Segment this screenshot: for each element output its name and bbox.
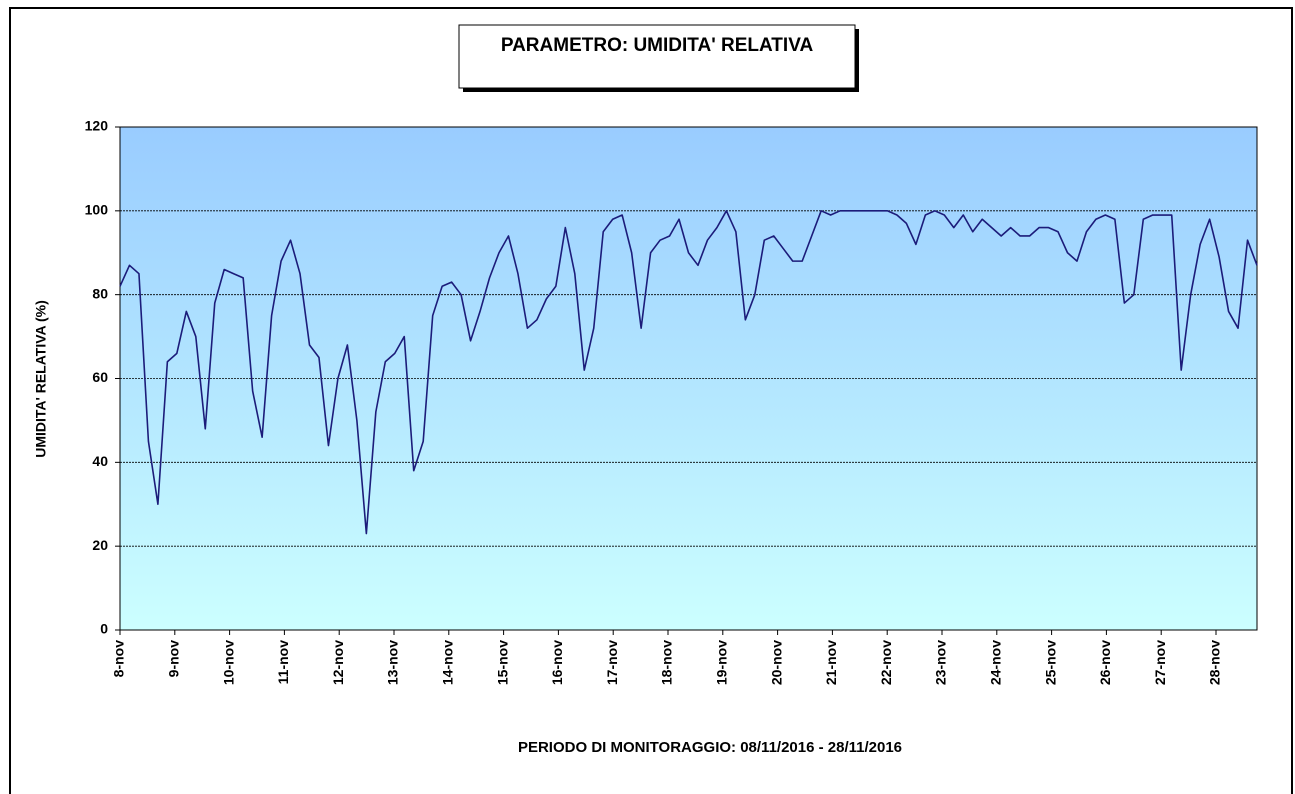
x-tick-label: 16-nov xyxy=(549,640,565,685)
x-tick-label: 14-nov xyxy=(440,640,456,685)
data-line xyxy=(119,210,1258,535)
y-tick-label: 0 xyxy=(100,621,108,637)
x-tick-label: 18-nov xyxy=(659,640,675,685)
y-tick-label: 40 xyxy=(92,453,108,469)
y-tick-label: 60 xyxy=(92,369,108,385)
x-tick-label: 11-nov xyxy=(275,640,291,685)
y-tick-label: 100 xyxy=(85,202,109,218)
chart-title: PARAMETRO: UMIDITA' RELATIVA xyxy=(501,35,814,56)
y-axis-title: UMIDITA' RELATIVA (%) xyxy=(33,300,49,458)
frame xyxy=(9,7,1293,794)
x-tick-label: 22-nov xyxy=(878,640,894,685)
x-tick-label: 15-nov xyxy=(494,640,510,685)
x-tick-label: 21-nov xyxy=(823,640,839,685)
x-tick-label: 10-nov xyxy=(220,640,236,685)
y-tick-label: 20 xyxy=(92,537,108,553)
x-tick-label: 12-nov xyxy=(330,640,346,685)
title-box xyxy=(458,24,856,89)
x-tick-label: 19-nov xyxy=(714,640,730,685)
y-tick-label: 120 xyxy=(85,118,109,134)
x-tick-label: 23-nov xyxy=(933,640,949,685)
x-tick-label: 26-nov xyxy=(1097,640,1113,685)
x-tick-label: 20-nov xyxy=(768,640,784,685)
x-tick-label: 8-nov xyxy=(111,640,127,678)
x-tick-label: 28-nov xyxy=(1207,640,1223,685)
x-tick-label: 13-nov xyxy=(385,640,401,685)
x-tick-label: 9-nov xyxy=(166,640,182,678)
x-axis-title: PERIODO DI MONITORAGGIO: 08/11/2016 - 28… xyxy=(518,739,902,756)
x-tick-label: 27-nov xyxy=(1152,640,1168,685)
x-tick-label: 25-nov xyxy=(1042,640,1058,685)
x-tick-label: 17-nov xyxy=(604,640,620,685)
y-tick-label: 80 xyxy=(92,285,108,301)
x-tick-label: 24-nov xyxy=(988,640,1004,685)
